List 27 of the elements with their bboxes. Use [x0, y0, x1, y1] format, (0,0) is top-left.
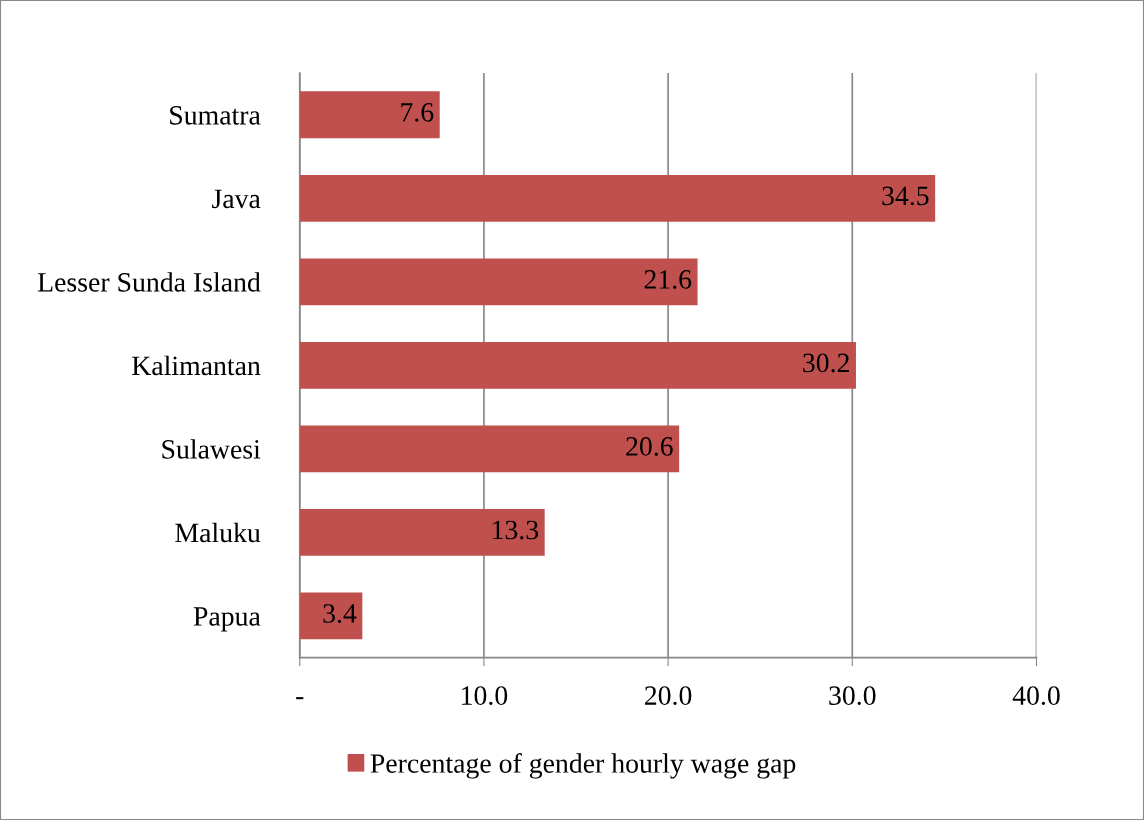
bar	[299, 258, 698, 306]
x-tick-label: 20.0	[645, 686, 692, 706]
bar	[299, 592, 363, 640]
x-tick-label: -	[296, 697, 304, 700]
y-tick-label: Papua	[193, 607, 261, 632]
y-tick-label: Lesser Sunda Island	[37, 272, 261, 292]
data-label: 3.4	[323, 604, 357, 623]
data-label: 20.6	[626, 437, 673, 456]
bar	[299, 174, 936, 222]
y-tick-label: Java	[212, 189, 261, 209]
y-tick-label: Maluku	[175, 522, 261, 543]
y-tick-label: Sumatra	[170, 105, 261, 125]
x-tick-label: 30.0	[829, 686, 876, 706]
data-label: 30.2	[803, 353, 849, 373]
x-tick-label: 40.0	[1012, 686, 1060, 706]
data-label: 7.6	[401, 103, 434, 122]
data-label: 34.5	[882, 186, 929, 206]
data-label: 13.3	[493, 520, 539, 540]
bar	[299, 341, 856, 389]
bar	[299, 91, 440, 139]
data-label: 21.6	[644, 270, 692, 289]
legend-label: Percentage of gender hourly wage gap	[370, 753, 796, 779]
y-tick-label: Kalimantan	[132, 355, 261, 376]
x-tick-label: 10.0	[462, 686, 508, 706]
bar	[299, 508, 545, 556]
bar	[299, 425, 680, 473]
y-tick-label: Sulawesi	[162, 439, 261, 459]
